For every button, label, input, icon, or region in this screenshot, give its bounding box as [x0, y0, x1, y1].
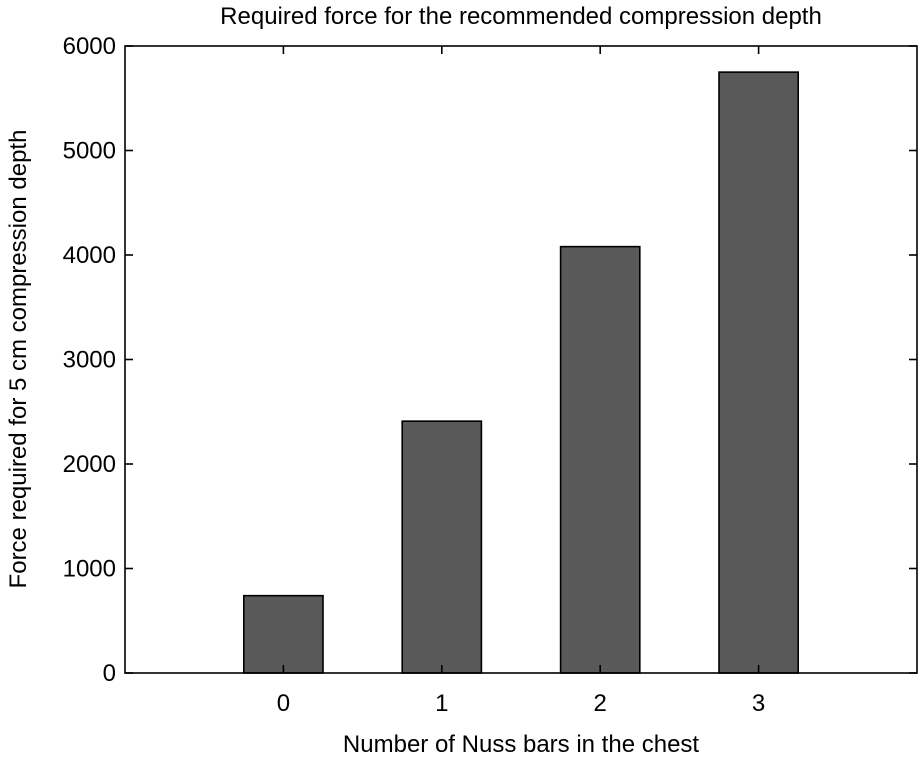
y-tick-label: 0	[103, 660, 116, 687]
x-tick-label: 3	[752, 690, 765, 717]
y-axis-label: Force required for 5 cm compression dept…	[5, 130, 32, 589]
bar-3	[718, 71, 799, 674]
chart-title: Required force for the recommended compr…	[220, 3, 822, 30]
x-tick-label: 2	[594, 690, 607, 717]
y-tick-label: 3000	[63, 347, 116, 374]
x-axis-label: Number of Nuss bars in the chest	[343, 731, 699, 758]
bar-0	[243, 594, 324, 674]
ticks-group: 0 1 2 3 0 1000 2000 3000 4000 5000 6000	[63, 33, 917, 717]
plot-area-frame	[124, 45, 918, 674]
y-tick-label: 1000	[63, 556, 116, 583]
y-tick-label: 4000	[63, 242, 116, 269]
bar-1	[401, 420, 483, 674]
y-tick-label: 2000	[63, 451, 116, 478]
bar-2	[559, 245, 641, 674]
x-tick-label: 1	[435, 690, 448, 717]
y-tick-label: 5000	[63, 138, 116, 165]
bars-group	[243, 71, 799, 674]
y-tick-label: 6000	[63, 33, 116, 60]
x-tick-label: 0	[277, 690, 290, 717]
